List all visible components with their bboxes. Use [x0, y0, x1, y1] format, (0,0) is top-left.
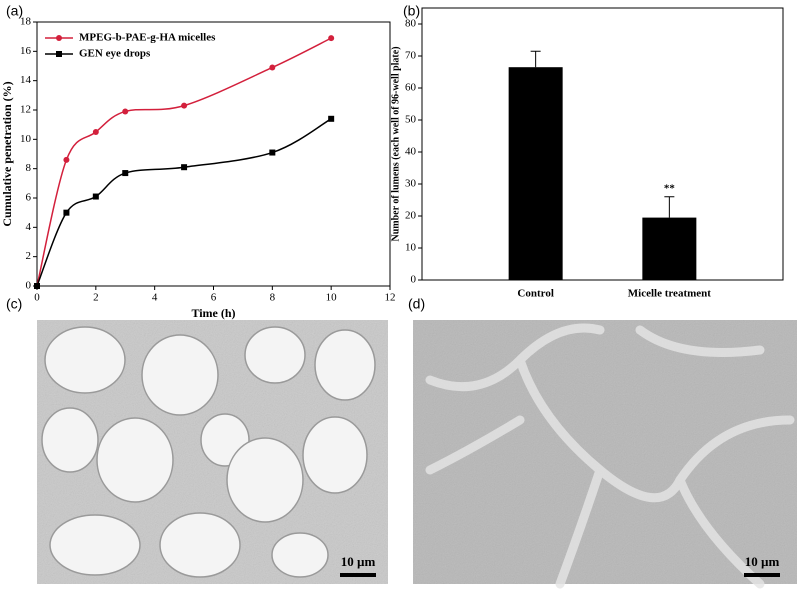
y-tick-label: 16 [20, 45, 32, 57]
y-tick-label: 20 [405, 210, 417, 222]
x-tick-label: Control [517, 288, 553, 300]
point [63, 156, 70, 163]
y-tick-label: 80 [405, 18, 417, 30]
x-tick-label: 2 [93, 292, 99, 304]
y-tick-label: 12 [20, 104, 31, 116]
y-axis-label: Number of lumens (each well of 96-well p… [390, 46, 401, 241]
legend-marker [56, 51, 62, 57]
x-tick-label: 10 [326, 292, 338, 304]
point [181, 164, 188, 171]
x-tick-label: 4 [152, 292, 158, 304]
legend-label: MPEG-b-PAE-g-HA micelles [79, 32, 216, 44]
x-tick-label: 0 [34, 292, 40, 304]
y-tick-label: 60 [405, 82, 417, 94]
y-tick-label: 2 [26, 250, 32, 262]
bar [508, 67, 563, 280]
x-tick-label: Micelle treatment [628, 288, 712, 300]
y-tick-label: 50 [405, 114, 417, 126]
panel-label: (b) [403, 3, 420, 19]
y-tick-label: 6 [26, 192, 32, 204]
point [122, 170, 129, 177]
point [63, 209, 70, 216]
legend-label: GEN eye drops [79, 48, 151, 60]
y-tick-label: 10 [20, 133, 32, 145]
y-tick-label: 70 [405, 50, 417, 62]
point [269, 64, 276, 71]
y-tick-label: 10 [405, 242, 417, 254]
y-tick-label: 30 [405, 178, 417, 190]
y-tick-label: 0 [26, 280, 32, 292]
series-line [36, 37, 332, 287]
x-tick-label: 12 [385, 292, 396, 304]
point [328, 115, 335, 122]
micrograph-d [413, 320, 797, 589]
y-tick-label: 4 [26, 221, 32, 233]
scale-bar-label: 10 µm [745, 554, 780, 569]
error-bar [530, 50, 541, 68]
x-tick-label: 8 [270, 292, 276, 304]
y-tick-label: 14 [20, 74, 32, 86]
y-tick-label: 18 [20, 16, 32, 28]
y-tick-label: 0 [411, 274, 417, 286]
point [122, 108, 129, 115]
panel-label: (d) [408, 296, 425, 312]
x-axis-label: Time (h) [191, 306, 235, 320]
panel-label: (a) [6, 3, 23, 19]
micrograph-c [37, 320, 388, 584]
y-axis-label: Cumulative penetration (%) [0, 81, 14, 226]
bar [642, 217, 697, 280]
panel-label: (c) [6, 296, 22, 312]
plot-frame [421, 7, 784, 281]
series-line [36, 118, 332, 287]
annotation: ** [664, 182, 676, 194]
point [181, 102, 188, 109]
point [34, 283, 40, 289]
x-tick-label: 6 [211, 292, 217, 304]
legend-marker [56, 35, 62, 41]
error-bar [664, 196, 675, 218]
point [92, 193, 99, 200]
plot-frame [36, 21, 391, 287]
point [328, 35, 335, 42]
point [269, 149, 276, 156]
scale-bar-label: 10 µm [341, 554, 376, 569]
point [92, 129, 99, 135]
y-tick-label: 8 [26, 162, 32, 174]
y-tick-label: 40 [405, 146, 417, 158]
